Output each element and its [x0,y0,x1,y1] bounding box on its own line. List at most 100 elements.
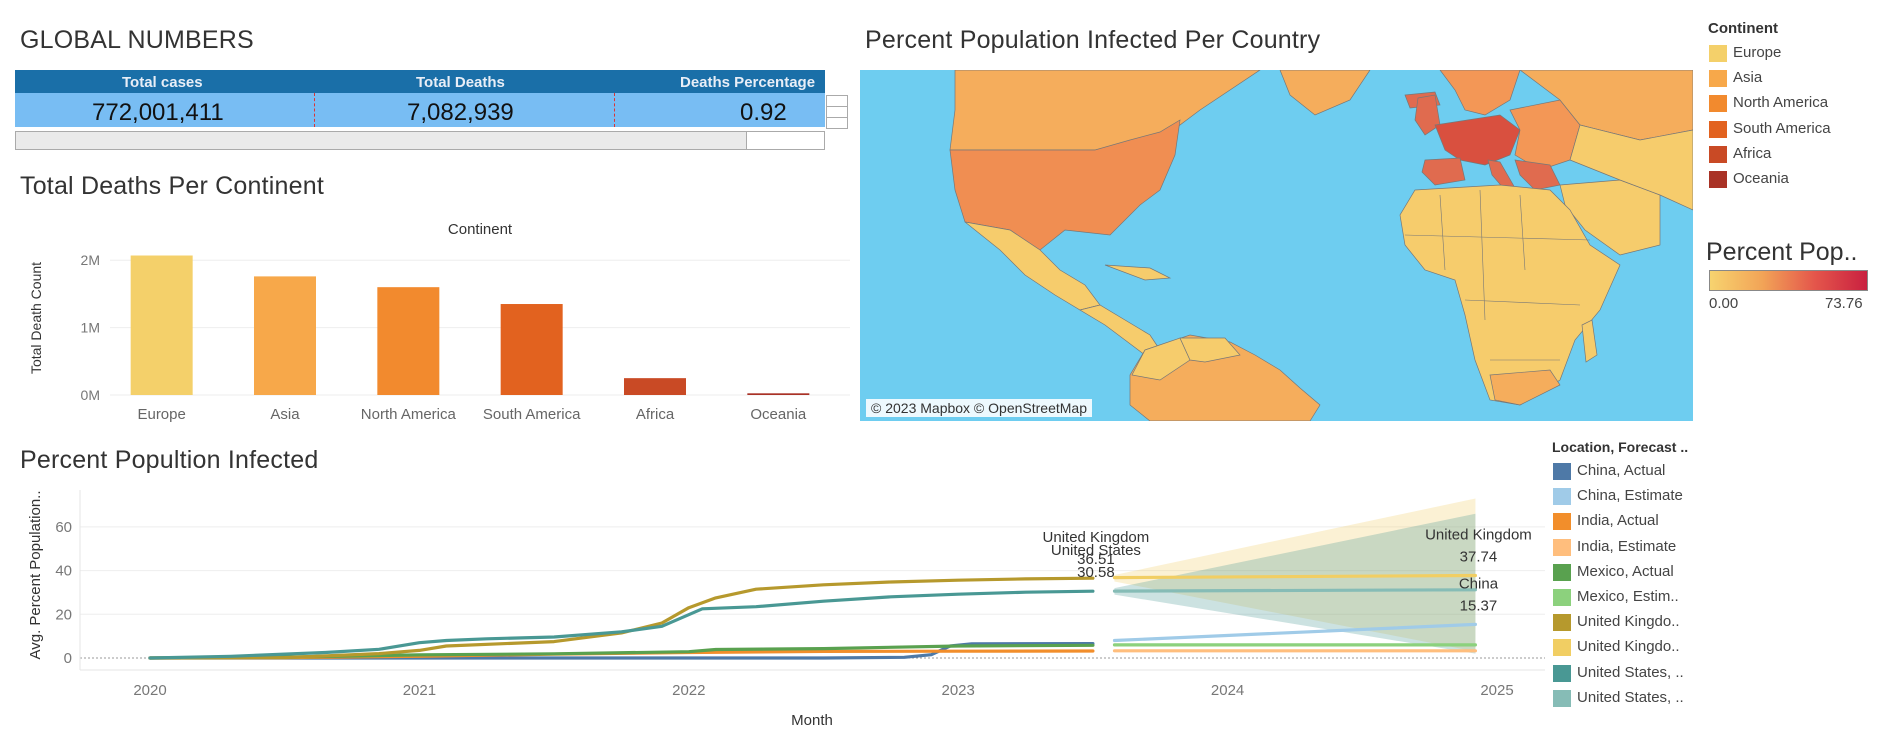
world-map[interactable]: © 2023 Mapbox © OpenStreetMap [860,70,1693,421]
africa-borders [1404,189,1591,361]
bar-x-tick-label: South America [483,406,581,423]
continent-legend-item[interactable]: Oceania [1709,169,1879,189]
annotation-label: China [1459,575,1499,592]
scroll-down-button[interactable] [826,117,848,129]
line-x-tick-label: 2020 [133,682,166,699]
legend-swatch [1553,589,1571,606]
line-x-tick-label: 2025 [1480,682,1513,699]
legend-label: United Kingdo.. [1577,613,1680,631]
legend-swatch [1709,95,1727,113]
column-divider [314,93,315,127]
global-numbers-title: GLOBAL NUMBERS [20,26,254,54]
scandinavia-shape [1439,70,1521,116]
continent-legend-item[interactable]: Europe [1709,43,1879,63]
annotation-value: 36.51 [1077,551,1115,568]
bar-y-axis-label: Total Death Count [28,262,44,374]
annotation-value: 37.74 [1460,549,1498,566]
bar-south-america [500,304,563,395]
deaths-percentage-value: 0.92 [740,99,787,126]
map-shapes [949,70,1693,421]
madagascar-shape [1581,319,1598,363]
line-y-tick-label: 60 [55,519,72,536]
bar-y-tick-label: 1M [81,320,100,336]
western-europe-shape [1434,114,1521,166]
horizontal-scrollbar[interactable] [15,131,825,150]
cuba-shape [1104,264,1172,281]
central-america-shape [1079,304,1161,356]
bar-x-tick-label: Asia [270,406,300,423]
line-x-tick-label: 2024 [1211,682,1244,699]
deaths-percentage-header: Deaths Percentage [680,74,816,91]
legend-label: United States, .. [1577,688,1684,706]
column-divider [614,93,615,127]
legend-swatch [1709,45,1727,62]
global-numbers-header: Total cases Total Deaths Deaths Percenta… [15,70,825,93]
legend-swatch [1553,513,1571,531]
bar-north-america [377,287,440,395]
total-cases-value: 772,001,411 [92,99,224,126]
legend-label: Europe [1733,44,1782,61]
legend-label: India, Actual [1577,512,1659,530]
continent-legend-item[interactable]: Africa [1709,144,1879,164]
line-legend-item[interactable]: Mexico, Actual [1553,562,1723,582]
line-legend-item[interactable]: Mexico, Estim.. [1553,587,1723,607]
total-deaths-header: Total Deaths [416,74,505,91]
bar-x-tick-label: Europe [137,406,185,423]
line-legend-item[interactable]: United States, .. [1553,663,1723,683]
percent-legend-min: 0.00 [1709,295,1739,312]
legend-swatch [1709,171,1727,188]
line-legend-item[interactable]: United States, .. [1553,688,1723,708]
line-y-tick-label: 40 [55,563,72,580]
total-deaths-value: 7,082,939 [407,99,514,126]
map-credit[interactable]: © 2023 Mapbox © OpenStreetMap [866,399,1092,417]
bar-x-tick-label: Oceania [750,406,807,423]
annotation-value: 30.58 [1077,564,1115,581]
map-title: Percent Population Infected Per Country [865,26,1321,54]
legend-label: United Kingdo.. [1577,638,1680,656]
continent-legend-item[interactable]: Asia [1709,68,1879,88]
annotation-label: United States [1051,542,1141,559]
annotation-label: United Kingdom [1043,529,1150,546]
legend-swatch [1553,463,1571,480]
line-x-tick-label: 2022 [672,682,705,699]
legend-label: India, Estimate [1577,537,1677,555]
deaths-per-continent-title: Total Deaths Per Continent [20,172,324,200]
annotation-label: United Kingdom [1425,527,1532,544]
percent-infected-line-chart: 0 20 40 60 2020 2021 2022 2023 2024 2025 Month Avg.… [27,490,1545,729]
greenland-shape [1279,70,1371,116]
legend-swatch [1553,614,1571,632]
line-legend-item[interactable]: United Kingdo.. [1553,612,1723,632]
line-x-tick-label: 2021 [403,682,436,699]
line-y-tick-label: 20 [55,606,72,623]
continent-legend-item[interactable]: North America [1709,93,1879,113]
legend-swatch [1553,488,1571,506]
bar-x-tick-label: North America [361,406,457,423]
percent-legend-max: 73.76 [1825,295,1863,312]
percent-color-ramp [1709,270,1868,291]
legend-swatch [1553,563,1571,581]
bar-y-tick-label: 0M [81,387,100,403]
legend-label: Africa [1733,144,1772,162]
continent-legend-item[interactable]: South America [1709,119,1879,139]
annotation-value: 15.37 [1460,597,1498,614]
venezuela-shape [1179,337,1241,363]
uk-shape [1414,94,1441,136]
line-legend-item[interactable]: United Kingdo.. [1553,637,1723,657]
scrollbar-thumb[interactable] [16,132,747,149]
percent-legend-title: Percent Pop.. [1706,238,1858,266]
line-legend-item[interactable]: India, Actual [1553,511,1723,531]
line-y-tick-label: 0 [64,650,72,667]
series-line [1112,588,1478,593]
forecast-band [1114,513,1476,654]
line-legend-item[interactable]: China, Estimate [1553,486,1723,506]
bar-europe [130,255,193,395]
line-legend-item[interactable]: China, Actual [1553,461,1723,481]
legend-label: Asia [1733,69,1763,87]
bar-oceania [747,393,810,395]
legend-swatch [1709,70,1727,88]
line-legend-item[interactable]: India, Estimate [1553,537,1723,557]
series-line [148,576,1095,660]
bar-header: Continent [448,221,513,238]
bar-y-tick-label: 2M [81,252,100,268]
colombia-shape [1131,337,1191,381]
